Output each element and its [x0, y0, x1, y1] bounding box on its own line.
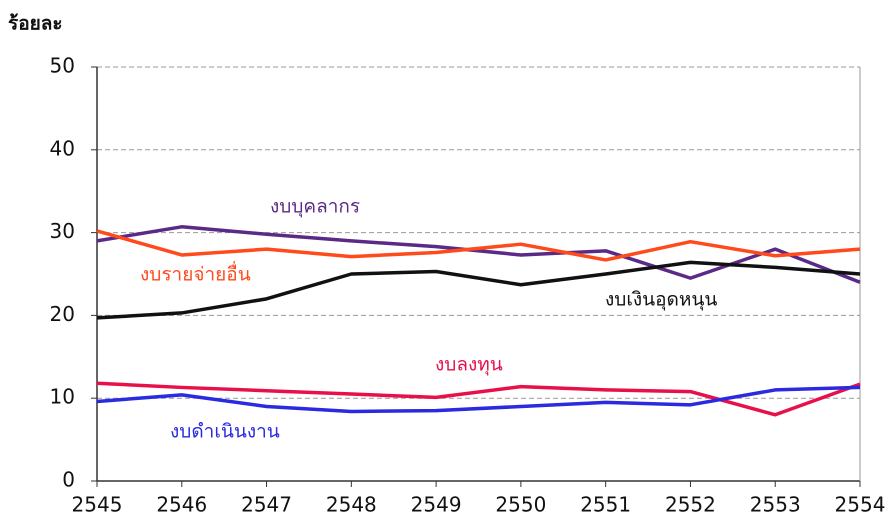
- series-line: [96, 260, 861, 320]
- series-line: [96, 381, 861, 417]
- series-line: [96, 229, 861, 262]
- x-tick-label: 2552: [665, 493, 716, 517]
- x-tick-label: 2553: [750, 493, 801, 517]
- y-tick-label: 30: [50, 219, 75, 243]
- x-tick-label: 2551: [580, 493, 631, 517]
- series-label: งบรายจ่ายอื่น: [140, 261, 251, 286]
- y-tick-label: 0: [62, 468, 75, 492]
- x-tick-label: 2548: [326, 493, 377, 517]
- y-tick-label: 50: [50, 54, 75, 78]
- series-label: งบบุคลากร: [270, 196, 360, 219]
- y-axis-label: ร้อยละ: [8, 13, 63, 35]
- x-tick-label: 2545: [72, 493, 123, 517]
- y-tick-label: 40: [50, 136, 75, 160]
- x-tick-label: 2549: [411, 493, 462, 517]
- series-label: งบลงทุน: [435, 354, 503, 377]
- y-tick-label: 10: [50, 385, 75, 409]
- x-tick-label: 2546: [156, 493, 207, 517]
- x-tick-label: 2550: [495, 493, 546, 517]
- y-tick-label: 20: [50, 302, 75, 326]
- series-line: [96, 385, 861, 414]
- series-label: งบเงินอุดหนุน: [605, 289, 717, 312]
- x-tick-label: 2554: [835, 493, 886, 517]
- series-label: งบดำเนินงาน: [170, 421, 280, 443]
- x-tick-label: 2547: [241, 493, 292, 517]
